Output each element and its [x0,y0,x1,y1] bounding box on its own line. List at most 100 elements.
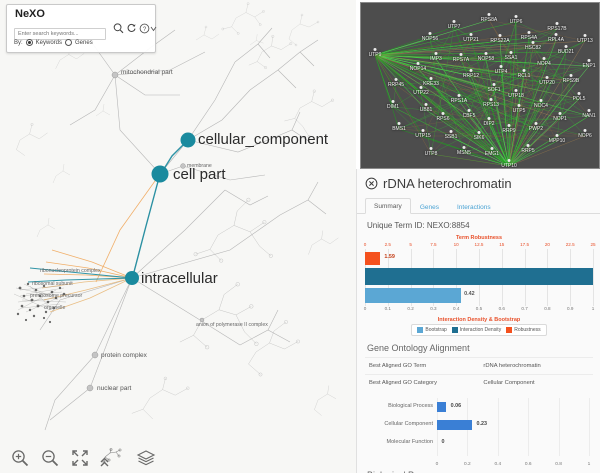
tree-node-label-ribosomal-subunit[interactable]: ribosomal subunit [32,281,73,287]
gene-node[interactable] [554,33,558,36]
zoom-out-icon[interactable] [40,448,60,468]
tree-node-label-polymerase-complex[interactable]: anion of polymerase II complex [196,322,268,328]
gene-node[interactable] [477,131,481,134]
gene-label[interactable]: RPS9B [562,78,580,84]
gene-network-graphic[interactable] [361,3,599,168]
gene-node[interactable] [469,69,473,72]
gene-node[interactable] [484,52,488,55]
tree-node-label-cellular-component[interactable]: cellular_component [198,131,329,148]
gene-node[interactable] [517,104,521,107]
gene-label[interactable]: NAN1 [582,113,596,119]
gene-node[interactable] [542,57,546,60]
gene-label[interactable]: UTP15 [415,133,431,139]
gene-label[interactable]: UTP8 [424,151,438,157]
gene-label[interactable]: SIK6 [473,135,485,141]
gene-node[interactable] [514,15,518,18]
gene-node[interactable] [452,20,456,23]
gene-label[interactable]: RRP9 [502,128,516,134]
gene-node[interactable] [373,48,377,51]
gene-label[interactable]: UTP21 [463,37,479,43]
gene-node[interactable] [434,52,438,55]
gene-node[interactable] [509,51,513,54]
tree-node-label-organelle[interactable]: organelle [44,305,66,311]
term-info-panel[interactable]: rDNA heterochromatin Summary Genes Inter… [356,169,600,473]
radio-keywords-label[interactable]: Keywords [35,39,63,46]
gene-node[interactable] [499,65,503,68]
gene-label[interactable]: RRP5 [521,148,535,154]
gene-label[interactable]: UTP20 [539,80,555,86]
legend-item-interaction-density[interactable]: Interaction Density [451,327,501,333]
gene-node[interactable] [558,112,562,115]
gene-label[interactable]: RPS4A [520,35,538,41]
gene-node[interactable] [507,124,511,127]
gene-node[interactable] [531,41,535,44]
gene-node[interactable] [498,34,502,37]
legend-item-bootstrap[interactable]: Bootstrap [417,327,447,333]
search-icon[interactable] [112,22,125,35]
gene-node[interactable] [522,69,526,72]
gene-node[interactable] [469,33,473,36]
tree-node-label-protein-complex[interactable]: protein complex [101,352,147,359]
gene-node[interactable] [587,109,591,112]
gene-label[interactable]: UTP6 [509,19,523,25]
search-filter-row[interactable]: By: Keywords Genes [14,39,93,46]
gene-label[interactable]: DIM1 [387,104,399,110]
gene-node[interactable] [587,59,591,62]
gene-node[interactable] [416,62,420,65]
help-icon[interactable]: ? [138,22,151,35]
gene-label[interactable]: NOP56 [421,36,439,42]
gene-node[interactable] [489,98,493,101]
tree-node-label-intracellular[interactable]: intracellular [141,270,218,287]
gene-label[interactable]: IMP3 [430,56,442,62]
gene-label[interactable]: RCL1 [517,73,531,79]
gene-node[interactable] [492,83,496,86]
bar-bootstrap[interactable] [365,288,461,303]
gene-label[interactable]: UTP7 [447,24,461,30]
gene-node[interactable] [555,22,559,25]
gene-label[interactable]: RPS1A [450,98,468,104]
gene-label[interactable]: NOP4 [537,61,551,67]
radio-genes[interactable] [65,39,73,46]
gene-label[interactable]: UTP4 [494,69,508,75]
gene-label[interactable]: RPL4A [548,37,564,43]
gene-label[interactable]: HSC82 [524,45,542,51]
gene-node[interactable] [429,147,433,150]
gene-label[interactable]: NOP6 [578,133,592,139]
go-bar-biological-process[interactable] [437,402,447,412]
gene-label[interactable]: KRE33 [423,81,439,87]
gene-label[interactable]: POL5 [572,96,586,102]
tree-node-label-membrane[interactable]: membrane [187,163,212,169]
gene-node[interactable] [429,77,433,80]
gene-label[interactable]: SOF1 [487,87,501,93]
search-row[interactable]: ? [14,22,157,40]
gene-label[interactable]: MSN5 [457,150,471,156]
gene-label[interactable]: RPS7A [452,57,470,63]
gene-label[interactable]: ENP1 [582,63,596,69]
gene-node[interactable] [391,100,395,103]
gene-node[interactable] [545,76,549,79]
gene-node[interactable] [462,146,466,149]
gene-label[interactable]: PWP2 [528,126,544,132]
gene-node[interactable] [534,122,538,125]
ontology-tree-graphic[interactable] [0,0,356,473]
gene-label[interactable]: RPS17B [547,26,567,32]
collapse-tree-icon[interactable] [100,448,122,468]
gene-label[interactable]: NOP58 [477,56,495,62]
gene-node[interactable] [394,78,398,81]
gene-node[interactable] [419,86,423,89]
gene-node[interactable] [428,32,432,35]
tree-node-label-nuclear-part[interactable]: nuclear part [97,385,132,392]
gene-label[interactable]: RPS13 [483,102,499,108]
gene-node[interactable] [441,112,445,115]
legend-item-robustness[interactable]: Robustness [506,327,541,333]
gene-label[interactable]: SSB1 [444,134,458,140]
bar-interaction-density[interactable] [365,268,593,285]
gene-node[interactable] [467,109,471,112]
gene-label[interactable]: SSA1 [504,55,518,61]
gene-label[interactable]: UTP13 [577,38,593,44]
gene-label[interactable]: RPS8A [480,17,498,23]
tree-node-label-cell-part[interactable]: cell part [173,166,226,183]
chevron-down-icon[interactable] [149,22,158,35]
tree-node-label-ribonucleoprotein-complex[interactable]: ribonucleoprotein complex [40,268,101,274]
gene-node[interactable] [555,134,559,137]
